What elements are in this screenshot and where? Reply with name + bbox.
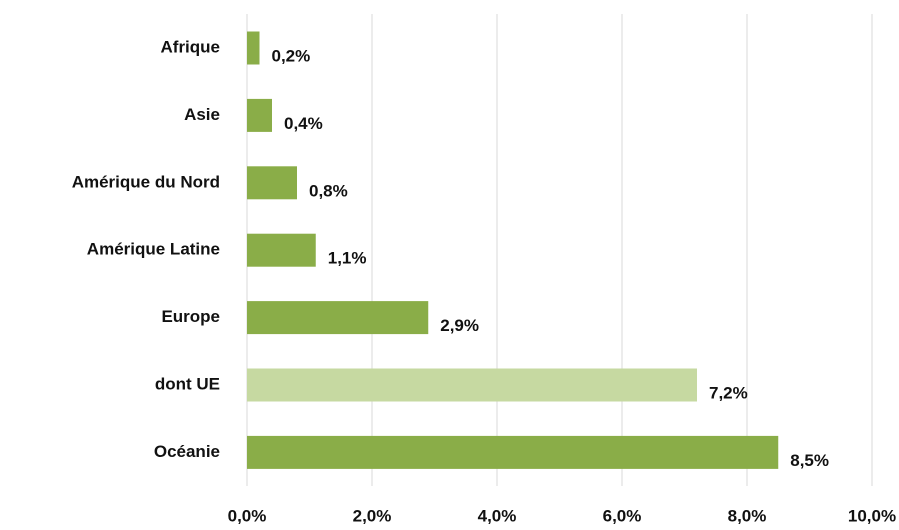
y-tick-label: dont UE: [155, 374, 220, 393]
bar: [247, 31, 260, 65]
x-tick-label: 10,0%: [848, 506, 896, 525]
y-tick-label: Europe: [161, 307, 220, 326]
value-label: 0,8%: [309, 181, 348, 200]
value-label: 1,1%: [328, 249, 367, 268]
bar: [247, 98, 272, 132]
bar: [247, 301, 429, 335]
value-label: 2,9%: [440, 316, 479, 335]
value-label: 0,2%: [272, 46, 311, 65]
x-tick-label: 8,0%: [728, 506, 767, 525]
bar: [247, 435, 779, 469]
value-label: 7,2%: [709, 383, 748, 402]
x-tick-label: 4,0%: [478, 506, 517, 525]
x-tick-label: 0,0%: [228, 506, 267, 525]
y-tick-label: Amérique du Nord: [72, 172, 220, 191]
bar: [247, 368, 697, 402]
bar: [247, 166, 297, 200]
y-tick-label: Amérique Latine: [87, 240, 220, 259]
y-tick-label: Afrique: [161, 37, 221, 56]
value-label: 0,4%: [284, 114, 323, 133]
value-label: 8,5%: [790, 451, 829, 470]
y-tick-label: Océanie: [154, 442, 220, 461]
bar: [247, 233, 316, 267]
y-tick-label: Asie: [184, 105, 220, 124]
x-tick-label: 6,0%: [603, 506, 642, 525]
x-tick-label: 2,0%: [353, 506, 392, 525]
